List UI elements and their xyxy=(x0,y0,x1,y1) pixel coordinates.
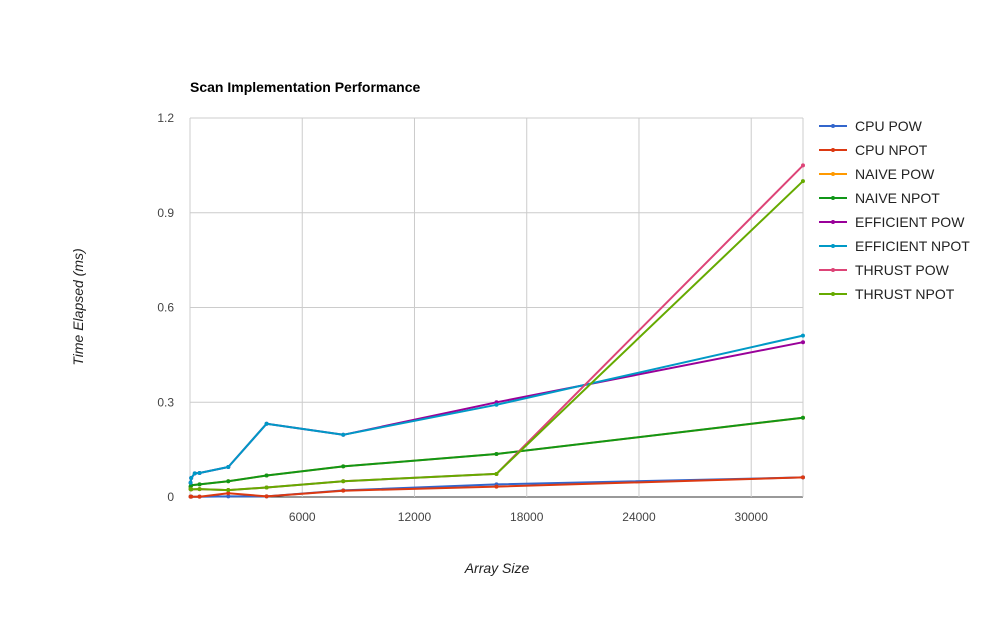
data-point xyxy=(226,464,231,469)
data-point xyxy=(226,491,231,496)
x-tick-label: 18000 xyxy=(510,510,544,524)
legend-marker xyxy=(831,292,835,296)
data-point xyxy=(341,432,346,437)
series-cpu-npot xyxy=(188,475,805,499)
data-point xyxy=(494,484,499,489)
legend-label: NAIVE POW xyxy=(855,166,935,182)
data-point xyxy=(264,494,269,499)
x-tick-label: 30000 xyxy=(735,510,769,524)
data-point xyxy=(264,421,269,426)
data-point xyxy=(189,494,194,499)
series-efficient-npot xyxy=(188,333,805,485)
legend-label: CPU NPOT xyxy=(855,142,928,158)
y-tick-label: 0.6 xyxy=(157,301,174,315)
data-point xyxy=(189,487,194,492)
data-point xyxy=(800,333,805,338)
chart-title: Scan Implementation Performance xyxy=(190,79,421,95)
x-axis-label: Array Size xyxy=(464,560,530,576)
legend-marker xyxy=(831,244,835,248)
legend-item-thrust-npot: THRUST NPOT xyxy=(819,286,955,302)
data-point xyxy=(188,480,193,485)
y-tick-label: 1.2 xyxy=(157,111,174,125)
x-tick-label: 12000 xyxy=(398,510,432,524)
data-point xyxy=(197,487,202,492)
data-point xyxy=(264,473,269,478)
data-point xyxy=(341,464,346,469)
legend-label: THRUST POW xyxy=(855,262,950,278)
legend-item-naive-npot: NAIVE NPOT xyxy=(819,190,940,206)
data-point xyxy=(494,452,499,457)
data-point xyxy=(800,415,805,420)
legend-item-cpu-npot: CPU NPOT xyxy=(819,142,928,158)
legend-label: CPU POW xyxy=(855,118,923,134)
data-point xyxy=(800,475,805,480)
y-tick-label: 0 xyxy=(167,490,174,504)
legend-marker xyxy=(831,148,835,152)
data-point xyxy=(197,482,202,487)
data-point xyxy=(494,402,499,407)
data-point xyxy=(197,470,202,475)
data-point xyxy=(801,163,805,168)
legend-marker xyxy=(831,124,835,128)
series-thrust-npot xyxy=(188,179,805,493)
legend-item-cpu-pow: CPU POW xyxy=(819,118,923,134)
data-point xyxy=(341,479,346,484)
data-point xyxy=(189,476,194,481)
legend-item-thrust-pow: THRUST POW xyxy=(819,262,950,278)
x-tick-label: 24000 xyxy=(622,510,656,524)
legend-item-naive-pow: NAIVE POW xyxy=(819,166,935,182)
legend-label: THRUST NPOT xyxy=(855,286,955,302)
legend-marker xyxy=(831,268,835,272)
legend: CPU POW CPU NPOT NAIVE POW NAIVE NPOT EFFICI… xyxy=(819,118,970,302)
legend-label: EFFICIENT NPOT xyxy=(855,238,970,254)
data-point xyxy=(801,340,805,345)
legend-marker xyxy=(831,220,835,224)
data-point xyxy=(800,179,805,184)
legend-label: NAIVE NPOT xyxy=(855,190,940,206)
data-point xyxy=(494,471,499,476)
data-point xyxy=(226,494,231,499)
y-tick-label: 0.9 xyxy=(157,206,174,220)
legend-marker xyxy=(831,172,835,176)
x-tick-label: 6000 xyxy=(289,510,316,524)
legend-marker xyxy=(831,196,835,200)
series-lines xyxy=(188,163,805,499)
tick-labels: 0 0.3 0.6 0.9 1.2 6000 12000 18000 24000 30000 xyxy=(157,111,768,524)
data-point xyxy=(226,479,231,484)
data-point xyxy=(226,488,231,493)
legend-label: EFFICIENT POW xyxy=(855,214,965,230)
y-tick-label: 0.3 xyxy=(157,395,174,409)
y-axis-label: Time Elapsed (ms) xyxy=(70,248,86,365)
data-point xyxy=(341,488,346,493)
legend-item-efficient-npot: EFFICIENT NPOT xyxy=(819,238,970,254)
data-point xyxy=(197,494,202,499)
data-point xyxy=(264,485,269,490)
data-point xyxy=(192,471,197,476)
legend-item-efficient-pow: EFFICIENT POW xyxy=(819,214,965,230)
